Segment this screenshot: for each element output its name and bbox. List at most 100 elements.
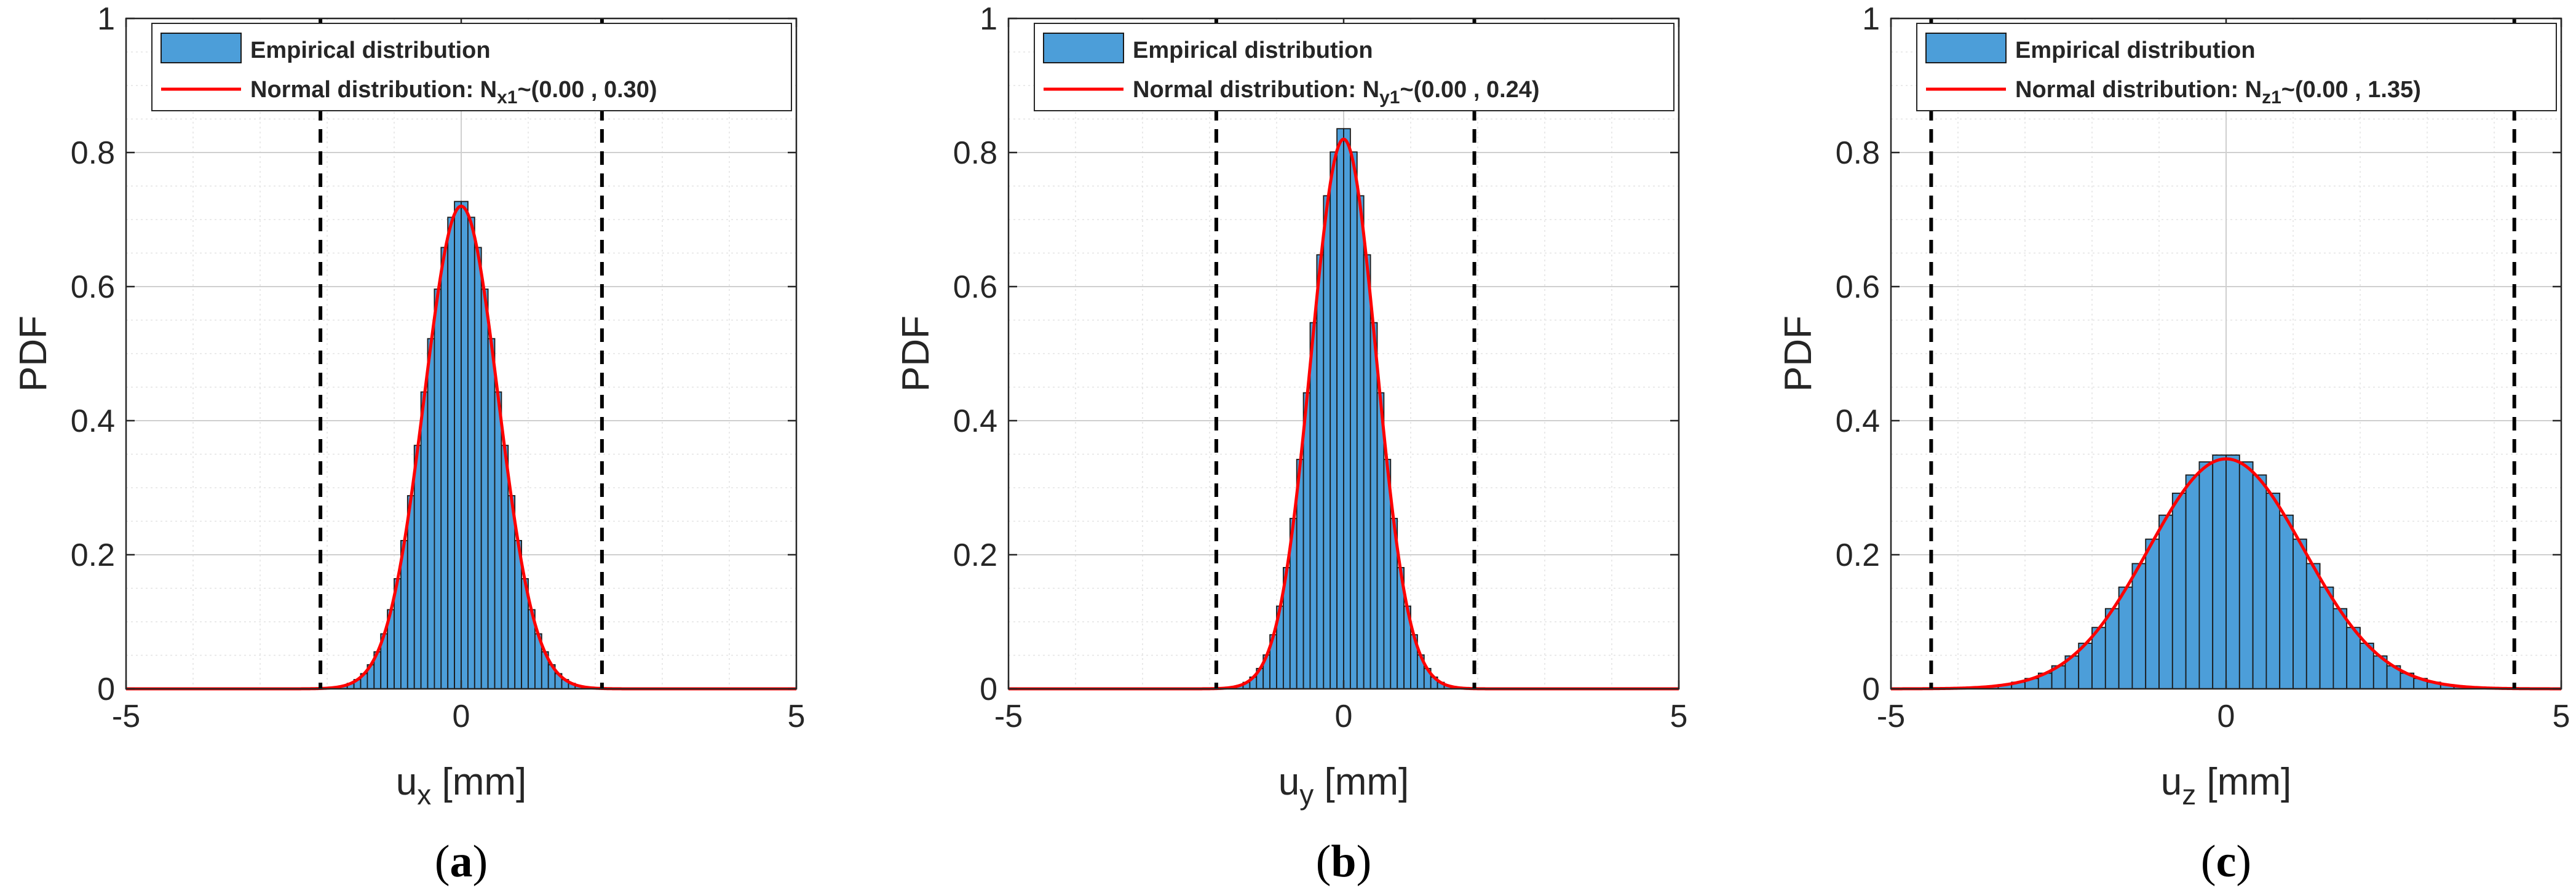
histogram-bar bbox=[2279, 514, 2294, 689]
x-tick-label: -5 bbox=[112, 699, 140, 734]
y-tick-label: 0 bbox=[980, 672, 997, 707]
panel-label-open: ( bbox=[435, 836, 450, 887]
x-tick-label: 5 bbox=[788, 699, 806, 734]
x-axis-title-subscript: y bbox=[1299, 779, 1314, 811]
y-tick-label: 0.8 bbox=[1836, 135, 1880, 171]
histogram-bar bbox=[2104, 608, 2120, 689]
y-tick-label: 0.2 bbox=[953, 538, 997, 573]
panel-label-letter: c bbox=[2216, 836, 2237, 887]
histogram-bar bbox=[494, 391, 502, 689]
histogram-bar bbox=[501, 445, 509, 689]
legend-box bbox=[151, 23, 792, 111]
histogram-bar bbox=[2118, 586, 2133, 689]
legend-normal-label-prefix: Normal distribution: N bbox=[2015, 77, 2262, 103]
legend-normal-label-suffix: ~(0.00 , 1.35) bbox=[2281, 77, 2421, 103]
x-tick-label: -5 bbox=[1877, 699, 1905, 734]
legend-normal-label-subscript: y1 bbox=[1379, 87, 1400, 108]
y-tick-label: 0.2 bbox=[71, 538, 115, 573]
histogram-bar bbox=[2212, 454, 2227, 689]
y-tick-label: 0.8 bbox=[953, 135, 997, 171]
x-axis-title-main: u bbox=[1278, 761, 1299, 803]
panel-label: (c) bbox=[2201, 836, 2251, 887]
histogram-bar bbox=[447, 216, 456, 689]
legend-histogram-label: Empirical distribution bbox=[2015, 38, 2256, 63]
legend: Empirical distribution Normal distributio… bbox=[1034, 23, 1674, 111]
histogram-bar bbox=[2171, 493, 2187, 689]
histogram-bar bbox=[474, 247, 482, 689]
histogram-bar bbox=[2185, 474, 2200, 689]
legend-normal-label: Normal distribution: Nz1~(0.00 , 1.35) bbox=[2015, 77, 2421, 108]
histogram-bar bbox=[2319, 586, 2334, 689]
x-tick-label: 0 bbox=[2217, 699, 2235, 734]
histogram-bar bbox=[1323, 195, 1331, 689]
normal-fit-curve bbox=[1890, 457, 2562, 691]
histogram-bar bbox=[1356, 195, 1365, 689]
histogram-bar bbox=[2131, 563, 2147, 689]
histogram-bar bbox=[2265, 493, 2281, 689]
legend-histogram-swatch bbox=[1925, 33, 2007, 63]
x-axis-title-subscript: x bbox=[417, 779, 431, 811]
legend-normal-label: Normal distribution: Nx1~(0.00 , 0.30) bbox=[250, 77, 657, 108]
y-axis-title: PDF bbox=[895, 316, 937, 392]
y-tick-label: 0.4 bbox=[953, 403, 997, 439]
histogram-bar bbox=[420, 391, 429, 689]
legend-normal-label-subscript: z1 bbox=[2262, 87, 2281, 108]
y-tick-label: 0.6 bbox=[953, 269, 997, 305]
histogram-bar bbox=[2305, 563, 2321, 689]
legend-normal-label-prefix: Normal distribution: N bbox=[250, 77, 497, 103]
histogram-bar bbox=[2238, 461, 2254, 689]
histogram-bar bbox=[1309, 322, 1318, 689]
histogram-bar bbox=[2198, 461, 2214, 689]
legend-histogram-label: Empirical distribution bbox=[1133, 38, 1373, 63]
y-tick-label: 0.6 bbox=[1836, 269, 1880, 305]
histogram-bar bbox=[427, 338, 435, 689]
histogram-bar bbox=[413, 445, 422, 689]
x-axis-title-main: u bbox=[2161, 761, 2182, 803]
y-tick-label: 0.2 bbox=[1836, 538, 1880, 573]
x-axis-title: uz [mm] bbox=[2161, 761, 2291, 811]
x-axis-title: uy [mm] bbox=[1278, 761, 1409, 811]
histogram-bar bbox=[2293, 538, 2307, 689]
histogram-bar bbox=[1330, 151, 1338, 689]
x-tick-label: -5 bbox=[994, 699, 1023, 734]
panel-label-open: ( bbox=[2201, 836, 2216, 887]
histogram-bar bbox=[1349, 151, 1358, 689]
y-axis-title: PDF bbox=[12, 316, 55, 392]
histogram-bar bbox=[2158, 514, 2173, 689]
panel-label: (a) bbox=[435, 836, 488, 887]
x-tick-label: 0 bbox=[1335, 699, 1353, 734]
x-tick-label: 5 bbox=[1670, 699, 1688, 734]
histogram-bar bbox=[480, 288, 489, 689]
x-axis-title-unit: [mm] bbox=[1314, 761, 1409, 803]
panel-label-close: ) bbox=[473, 836, 488, 887]
histogram-bar bbox=[454, 200, 462, 689]
legend-normal-label: Normal distribution: Ny1~(0.00 , 0.24) bbox=[1133, 77, 1540, 108]
y-tick-label: 0 bbox=[97, 672, 115, 707]
histogram-bar bbox=[434, 288, 442, 689]
histogram-bar bbox=[1363, 254, 1371, 689]
x-axis-title-unit: [mm] bbox=[2196, 761, 2291, 803]
histogram-bar bbox=[1369, 322, 1378, 689]
legend-box bbox=[1916, 23, 2557, 111]
histogram-bar bbox=[1336, 128, 1344, 689]
x-axis-title: ux [mm] bbox=[396, 761, 526, 811]
y-tick-label: 1 bbox=[1862, 1, 1880, 37]
legend-normal-label-suffix: ~(0.00 , 0.30) bbox=[517, 77, 657, 103]
legend-box bbox=[1034, 23, 1674, 111]
y-tick-label: 1 bbox=[980, 1, 997, 37]
histogram-bar bbox=[487, 338, 496, 689]
panel-label-open: ( bbox=[1316, 836, 1331, 887]
panel-label-close: ) bbox=[1357, 836, 1372, 887]
y-tick-label: 0.6 bbox=[71, 269, 115, 305]
histogram-bar bbox=[2252, 474, 2267, 689]
histogram-bar bbox=[2145, 538, 2160, 689]
histogram-bar bbox=[1343, 128, 1351, 689]
y-tick-label: 1 bbox=[97, 1, 115, 37]
histogram-bar bbox=[461, 200, 469, 689]
panel-label-letter: a bbox=[450, 836, 473, 887]
y-axis-title: PDF bbox=[1777, 316, 1820, 392]
legend-normal-label-prefix: Normal distribution: N bbox=[1133, 77, 1379, 103]
